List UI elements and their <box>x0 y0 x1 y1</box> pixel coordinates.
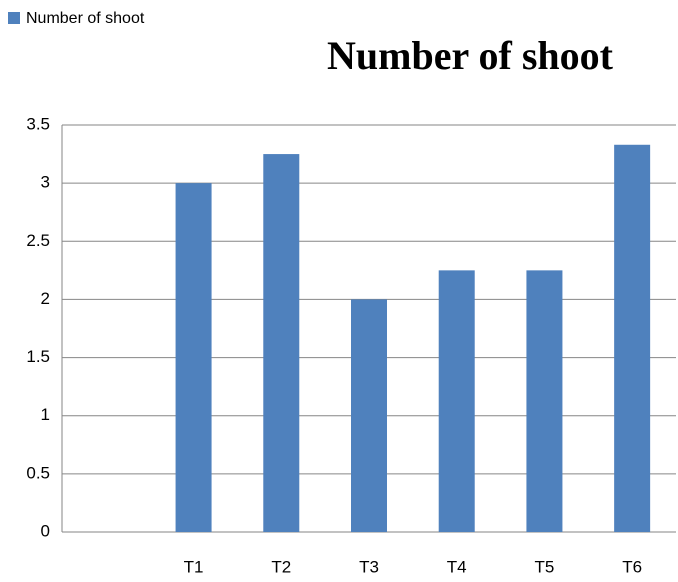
x-tick-label: T1 <box>184 557 204 576</box>
x-tick-label: T6 <box>622 557 642 576</box>
bar <box>614 144 651 533</box>
legend-swatch <box>8 12 20 24</box>
y-tick-label: 0.5 <box>26 463 50 482</box>
y-tick-label: 2.5 <box>26 231 50 250</box>
bar <box>526 270 563 532</box>
y-tick-label: 0 <box>41 521 50 540</box>
y-tick-label: 2 <box>41 289 50 308</box>
chart-title: Number of shoot <box>327 33 614 78</box>
x-tick-label: T4 <box>447 557 467 576</box>
x-tick-label: T2 <box>271 557 291 576</box>
legend-label: Number of shoot <box>26 10 145 27</box>
bar <box>351 299 387 532</box>
x-tick-label: T5 <box>535 557 555 576</box>
bar <box>263 154 300 533</box>
bar <box>438 270 475 532</box>
bar <box>175 183 212 532</box>
y-tick-label: 3.5 <box>26 114 50 133</box>
x-tick-label: T3 <box>359 557 379 576</box>
y-tick-label: 1.5 <box>26 347 50 366</box>
y-tick-label: 1 <box>41 405 50 424</box>
y-tick-label: 3 <box>41 173 50 192</box>
